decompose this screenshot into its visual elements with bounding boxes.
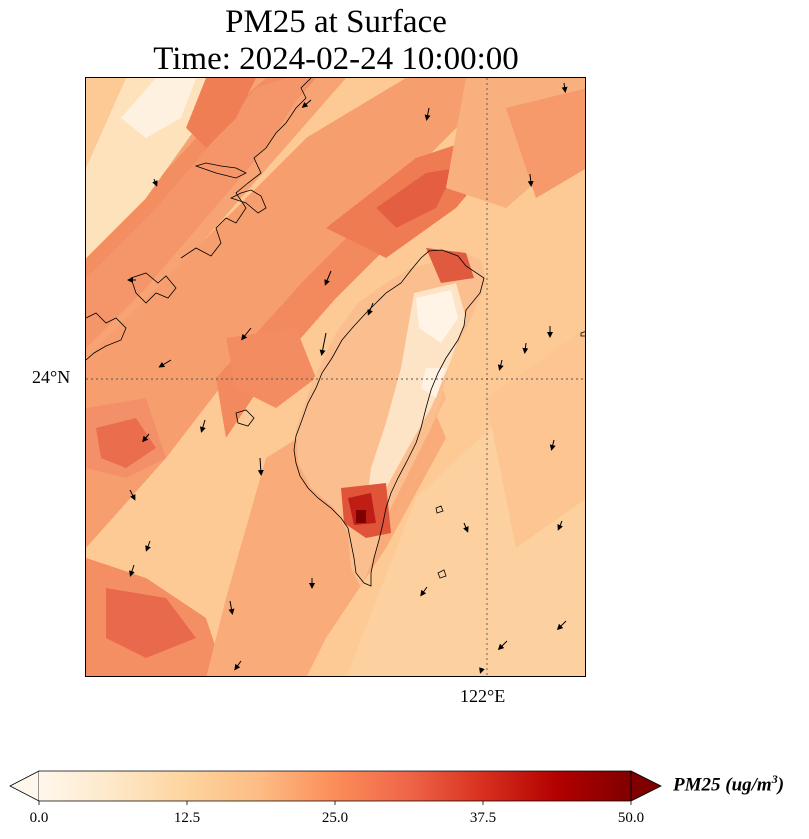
colorbar-tick-label: 25.0: [321, 810, 349, 826]
wind-arrow: [234, 660, 242, 671]
coast-bay: [194, 162, 247, 179]
wind-arrow: [158, 359, 172, 368]
green-island: [435, 505, 444, 514]
colorbar-title-prefix: PM25 (ug/m: [673, 774, 772, 796]
coastlines: [86, 78, 585, 587]
wind-arrow: [479, 667, 485, 674]
colorbar-title-exponent: 3: [771, 772, 778, 786]
wind-arrow: [199, 419, 206, 433]
wind-arrow: [301, 99, 312, 108]
coast-inlet: [229, 189, 267, 214]
orchid-island: [437, 569, 447, 579]
wind-arrow: [463, 522, 469, 533]
pm25-field-map: [86, 78, 585, 676]
wind-vectors: [127, 82, 568, 674]
taiwan-coastline: [293, 249, 485, 587]
wind-arrow: [557, 520, 563, 531]
colorbar-extend-min: [9, 770, 40, 802]
map-title-line2: Time: 2024-02-24 10:00:00: [153, 41, 519, 77]
wind-arrow: [241, 327, 252, 341]
coast-mainland-c: [180, 78, 312, 259]
gridlines: [86, 78, 585, 676]
wind-arrow: [152, 178, 158, 187]
wind-arrow: [324, 270, 332, 286]
penghu-islands: [235, 409, 255, 427]
colorbar-title: PM25 (ug/m3): [673, 772, 784, 796]
colorbar-tick-label: 50.0: [617, 810, 645, 826]
colorbar-title-suffix: ): [777, 774, 785, 796]
colorbar: [9, 770, 662, 805]
wind-arrow: [420, 586, 428, 597]
wind-arrow: [497, 359, 504, 371]
wind-arrow: [367, 302, 374, 316]
wind-arrow: [497, 640, 508, 651]
map-panel: [85, 77, 586, 677]
wind-arrow: [228, 600, 235, 615]
colorbar-extend-max: [630, 770, 662, 802]
colorbar-tick-label: 0.0: [29, 810, 49, 826]
wind-arrow: [142, 433, 150, 443]
coast-mainland-b: [130, 272, 177, 304]
colorbar-tick-label: 37.5: [469, 810, 497, 826]
wind-arrow: [561, 82, 568, 93]
wind-arrow: [549, 439, 556, 451]
wind-arrow: [145, 540, 151, 552]
wind-arrow: [527, 173, 534, 187]
colorbar-tick-label: 12.5: [173, 810, 201, 826]
wind-arrow: [129, 489, 136, 501]
wind-arrow: [556, 620, 567, 631]
lon-tick-122E: 122°E: [460, 686, 506, 706]
wind-arrow: [424, 107, 431, 121]
coast-mainland-a: [86, 312, 127, 361]
taiwan-field: [296, 248, 486, 588]
wind-arrow: [522, 342, 529, 354]
wind-arrow: [129, 564, 135, 577]
islet-east: [580, 331, 585, 337]
map-title-line1: PM25 at Surface: [225, 4, 447, 40]
wind-arrow: [319, 332, 327, 356]
lat-tick-24N: 24°N: [32, 367, 71, 387]
colorbar-gradient: [39, 771, 631, 801]
wind-arrow: [257, 457, 264, 476]
